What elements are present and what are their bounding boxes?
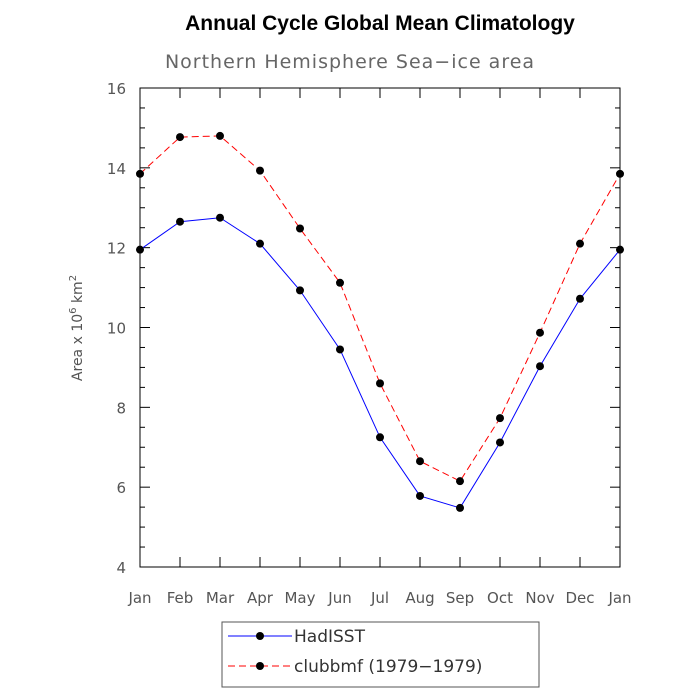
x-tick-label: Mar (206, 589, 235, 607)
y-tick-label: 6 (116, 479, 126, 497)
data-point (256, 239, 264, 248)
svg-text:Area x 106 km2: Area x 106 km2 (68, 275, 86, 381)
x-tick-label: Jan (607, 589, 631, 607)
x-tick-label: Nov (525, 589, 554, 607)
data-point (376, 379, 384, 388)
x-tick-label: Jul (370, 589, 389, 607)
data-point (416, 457, 424, 466)
x-tick-label: Feb (167, 589, 194, 607)
data-point (296, 286, 304, 295)
chart-title: Annual Cycle Global Mean Climatology (185, 12, 575, 35)
data-point (336, 345, 344, 354)
y-tick-label: 14 (107, 160, 126, 178)
x-tick-label: Jan (127, 589, 151, 607)
legend-label-1: HadISST (294, 627, 366, 647)
data-point (496, 438, 504, 447)
y-tick-label: 16 (107, 80, 126, 98)
x-tick-label: Aug (405, 589, 434, 607)
y-axis-label: Area x 106 km2 (68, 275, 86, 381)
data-point (216, 213, 224, 222)
data-point (456, 477, 464, 486)
x-tick-label: Dec (565, 589, 594, 607)
series-line-2 (139, 135, 621, 482)
data-point (336, 278, 344, 287)
data-point (416, 491, 424, 500)
y-tick-label: 10 (107, 320, 126, 338)
series-line-1 (139, 217, 621, 509)
data-point (576, 294, 584, 303)
data-point (256, 166, 264, 175)
data-point (616, 245, 624, 254)
data-point (536, 328, 544, 337)
legend-marker-2 (256, 662, 264, 670)
y-tick-label: 8 (116, 399, 126, 417)
chart-subtitle: Northern Hemisphere Sea−ice area (165, 51, 535, 73)
data-point (216, 131, 224, 140)
data-point (136, 245, 144, 254)
legend-box (221, 621, 540, 688)
legend: HadISST clubbmf (1979−1979) (221, 621, 540, 688)
x-tick-label: Jun (327, 589, 351, 607)
data-point (456, 503, 464, 512)
x-tick-label: May (284, 589, 315, 607)
x-tick-label: Oct (487, 589, 513, 607)
legend-label-2: clubbmf (1979−1979) (294, 657, 482, 677)
data-point (176, 217, 184, 226)
data-point (296, 224, 304, 233)
y-tick-label: 12 (107, 240, 126, 258)
data-point (136, 169, 144, 178)
data-point (376, 433, 384, 442)
data-point (616, 169, 624, 178)
data-point (536, 362, 544, 371)
data-point (176, 133, 184, 142)
x-tick-label: Apr (247, 589, 274, 607)
x-tick-label: Sep (446, 589, 474, 607)
legend-marker-1 (256, 632, 264, 640)
data-point (496, 414, 504, 423)
y-tick-label: 4 (116, 559, 126, 577)
plot-frame (139, 87, 621, 568)
data-point (576, 239, 584, 248)
